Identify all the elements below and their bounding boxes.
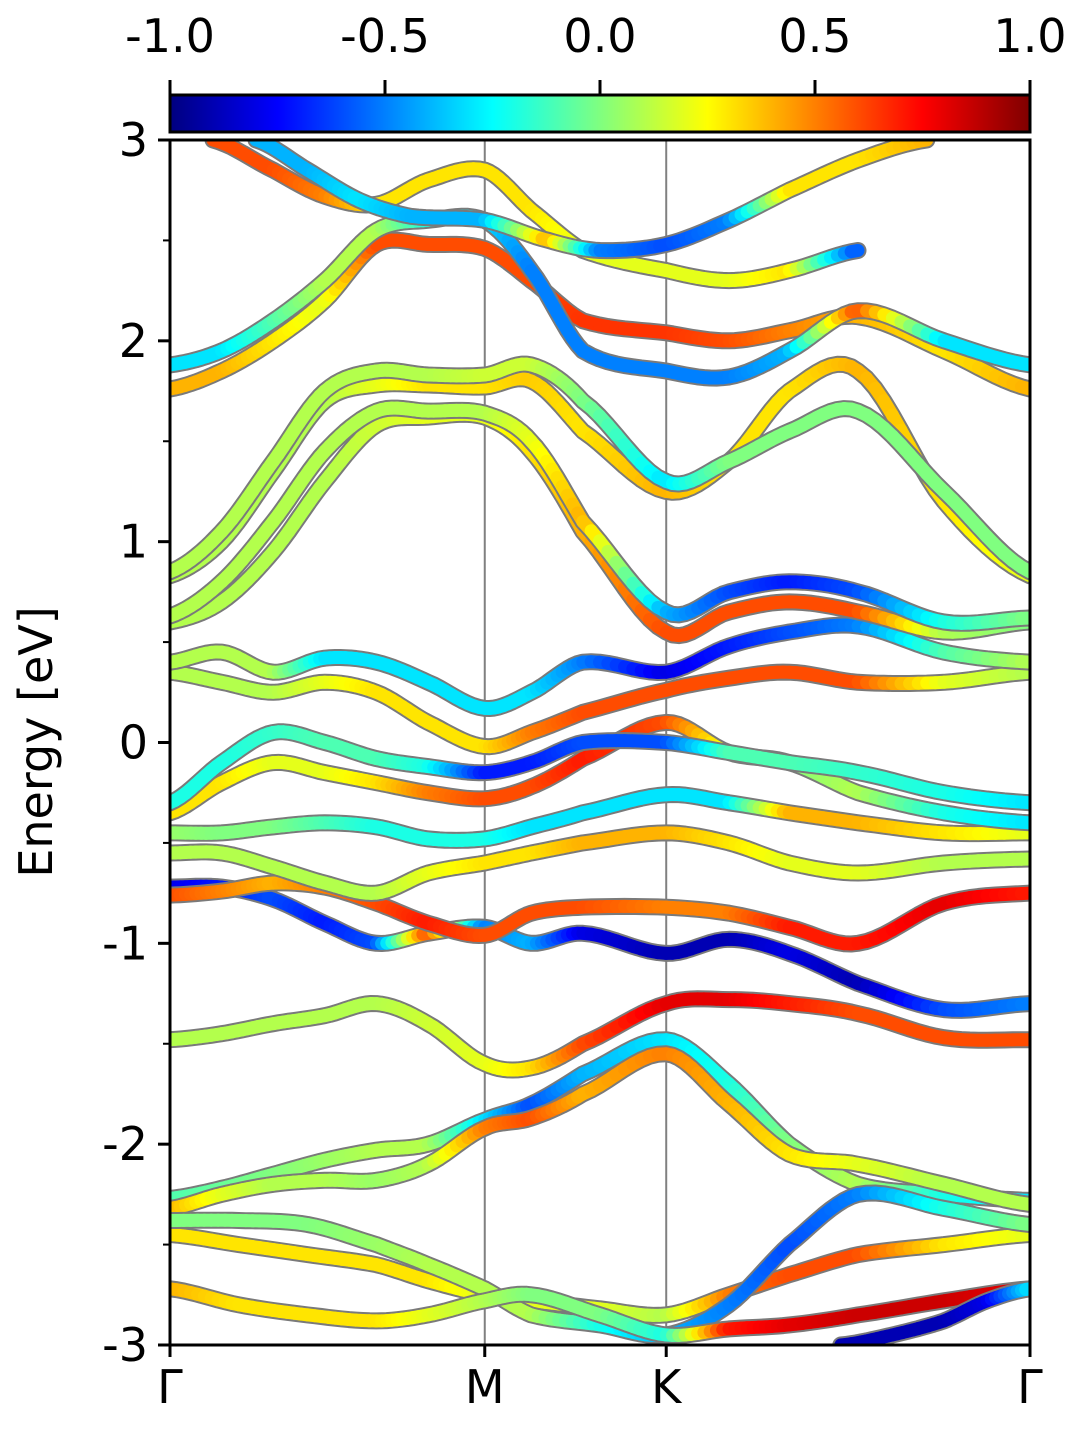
band-9	[170, 663, 1030, 756]
colorbar-tick-label: 0.0	[563, 9, 636, 63]
colorbar-ticks: -1.0 -0.5 0.0 0.5 1.0	[125, 9, 1067, 95]
x-tick-label: M	[465, 1360, 505, 1414]
band-1	[170, 1045, 1030, 1217]
band-14	[170, 355, 1030, 581]
colorbar-gradient	[168, 93, 1032, 134]
colorbar-tick-label: -0.5	[340, 9, 430, 63]
band-6	[170, 786, 1030, 849]
y-tick-label: -2	[102, 1117, 148, 1171]
band-12	[170, 399, 1030, 632]
y-tick-label: 1	[119, 515, 148, 569]
band-5	[170, 824, 1030, 902]
band-10	[170, 616, 1030, 717]
y-tick-label: 3	[119, 113, 148, 167]
colorbar-tick-label: -1.0	[125, 9, 215, 63]
y-axis-ticks: -3 -2 -1 0 1 2 3	[102, 113, 170, 1372]
x-tick-label: Γ	[1017, 1360, 1043, 1414]
band-18	[247, 140, 936, 260]
colorbar-tick-label: 1.0	[993, 9, 1066, 63]
y-tick-label: 0	[119, 716, 148, 770]
x-tick-label: K	[651, 1360, 683, 1414]
band-2	[170, 990, 1030, 1079]
y-axis-title: Energy [eV]	[9, 606, 63, 877]
y-tick-label: -3	[102, 1318, 148, 1372]
bands	[170, 140, 1030, 1345]
colorbar-tick-label: 0.5	[778, 9, 851, 63]
colorbar: -1.0 -0.5 0.0 0.5 1.0	[125, 9, 1067, 134]
band-8	[170, 723, 1030, 812]
y-tick-label: -1	[102, 916, 148, 970]
plot-area: -3 -2 -1 0 1 2 3 Γ M K Γ	[102, 113, 1043, 1414]
band-segment	[844, 243, 865, 259]
x-tick-label: Γ	[157, 1360, 183, 1414]
y-tick-label: 2	[119, 314, 148, 368]
